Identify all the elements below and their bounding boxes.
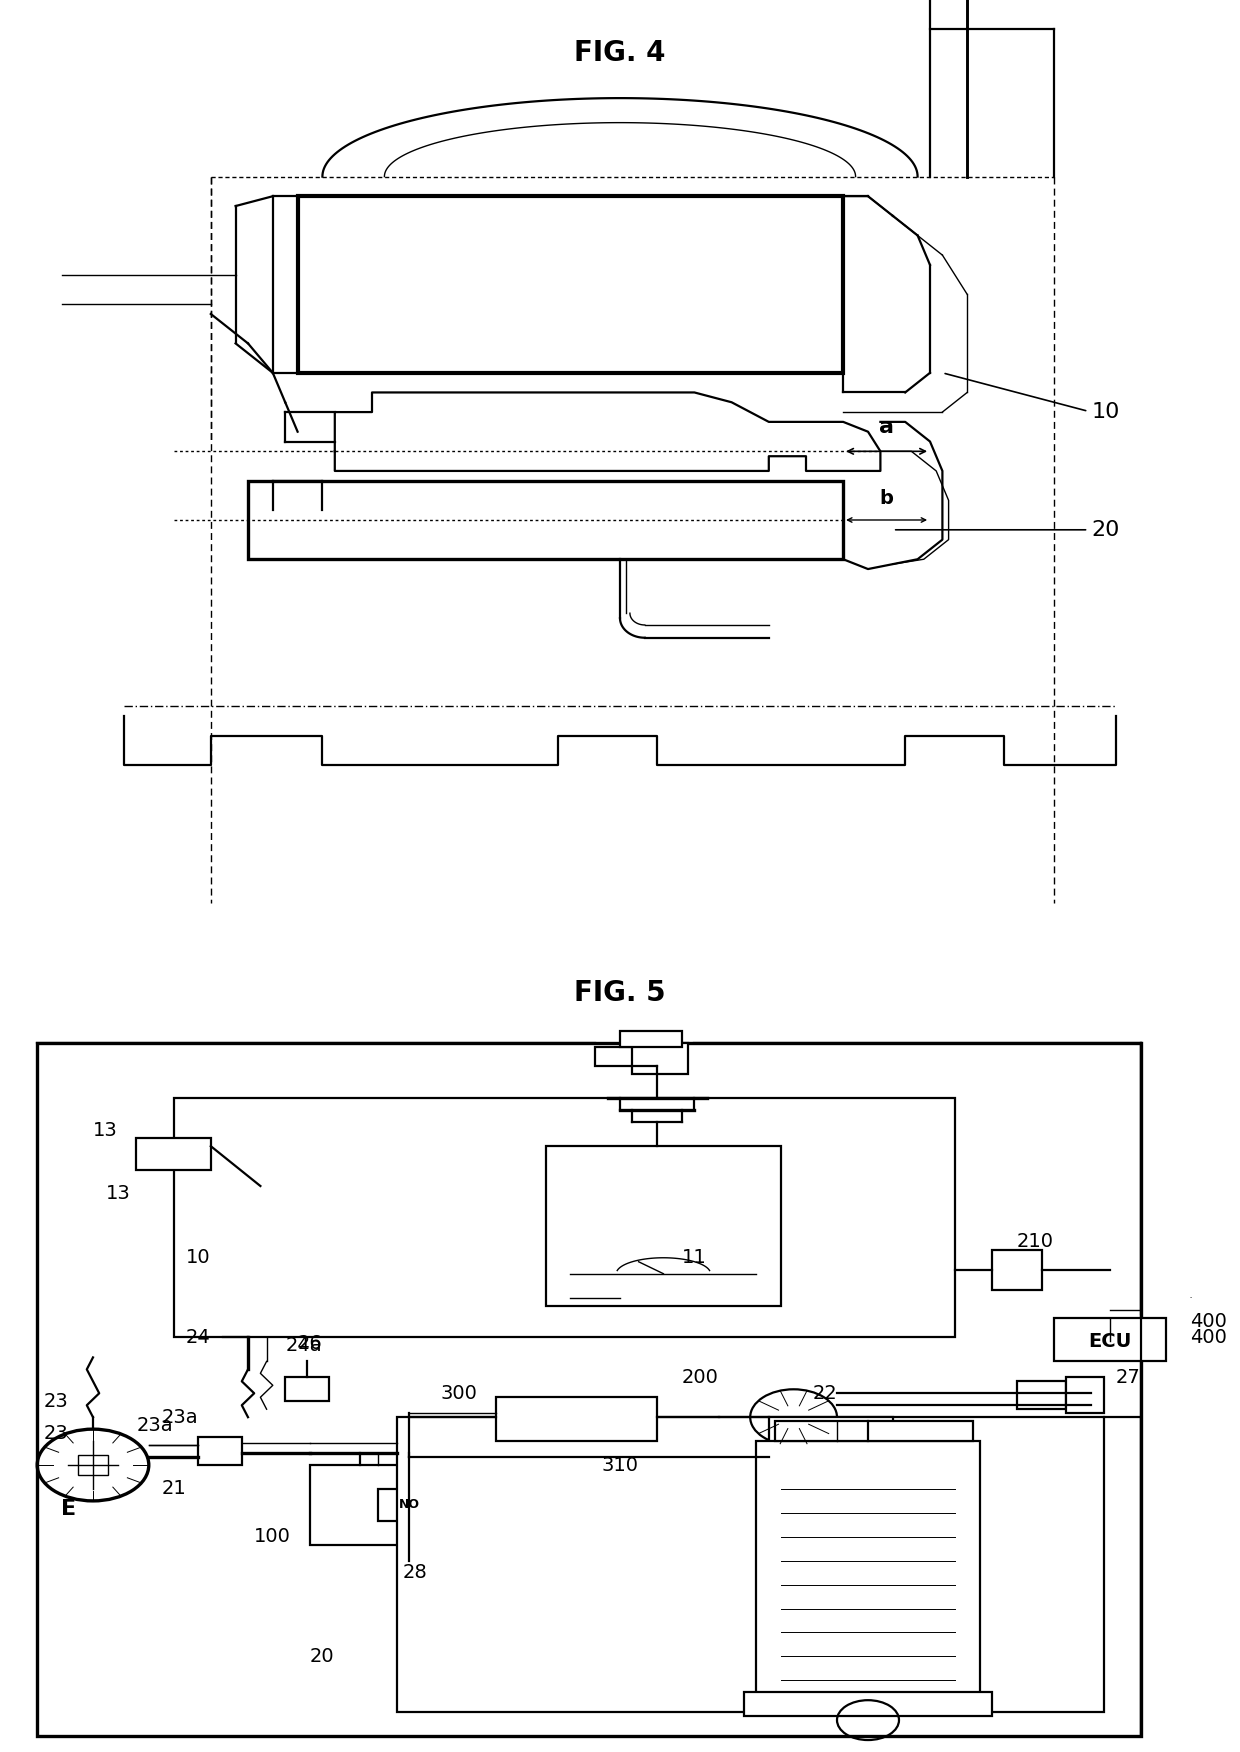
Bar [992, 1249, 1042, 1289]
Text: 23: 23 [43, 1391, 68, 1410]
Bar [136, 1139, 211, 1170]
Text: 23: 23 [43, 1424, 68, 1442]
Bar [378, 1489, 440, 1521]
Text: 300: 300 [440, 1384, 477, 1403]
Text: 100: 100 [254, 1528, 291, 1547]
Bar [1066, 1377, 1104, 1414]
Text: 24a: 24a [285, 1337, 322, 1354]
Text: 26: 26 [298, 1335, 322, 1353]
Bar [620, 1030, 682, 1046]
Text: 23a: 23a [161, 1407, 198, 1426]
Text: 20: 20 [895, 520, 1120, 540]
Text: 10: 10 [186, 1247, 211, 1267]
Text: 210: 210 [1017, 1232, 1054, 1251]
Bar [595, 1046, 645, 1067]
Bar [1017, 1381, 1066, 1409]
Bar [496, 1398, 657, 1442]
Text: 400: 400 [1190, 1312, 1228, 1332]
Text: ECU: ECU [1089, 1332, 1131, 1351]
Text: 10: 10 [945, 373, 1120, 422]
FancyBboxPatch shape [248, 480, 843, 559]
Text: NO: NO [399, 1498, 419, 1512]
Text: E: E [61, 1500, 76, 1519]
Text: 11: 11 [682, 1247, 707, 1267]
Text: 24: 24 [186, 1328, 211, 1347]
Text: FIG. 4: FIG. 4 [574, 39, 666, 67]
Text: FIG. 5: FIG. 5 [574, 979, 666, 1007]
Bar [756, 1442, 980, 1696]
Text: 28: 28 [403, 1563, 428, 1582]
Bar [174, 1099, 955, 1337]
Bar [769, 1417, 893, 1449]
Text: 21: 21 [161, 1479, 186, 1498]
Bar [632, 1042, 688, 1074]
Bar [198, 1437, 242, 1465]
Text: 27: 27 [1116, 1368, 1141, 1388]
Text: 22: 22 [812, 1384, 837, 1403]
Bar [78, 1456, 108, 1475]
FancyBboxPatch shape [298, 196, 843, 373]
Text: 13: 13 [105, 1184, 130, 1204]
Bar [1054, 1318, 1166, 1361]
Text: a: a [879, 417, 894, 436]
Text: 20: 20 [310, 1647, 335, 1666]
Text: b: b [879, 489, 894, 508]
Bar [546, 1146, 781, 1305]
Bar [37, 1042, 1141, 1736]
Bar [310, 1465, 409, 1545]
Bar [775, 1421, 973, 1442]
Text: 400: 400 [1190, 1328, 1228, 1347]
Text: 200: 200 [682, 1368, 719, 1388]
Bar [397, 1417, 1104, 1712]
Bar [285, 1377, 329, 1402]
Text: 23a: 23a [136, 1416, 174, 1435]
Text: 310: 310 [601, 1456, 639, 1475]
Text: 13: 13 [93, 1121, 118, 1141]
Bar [744, 1692, 992, 1717]
